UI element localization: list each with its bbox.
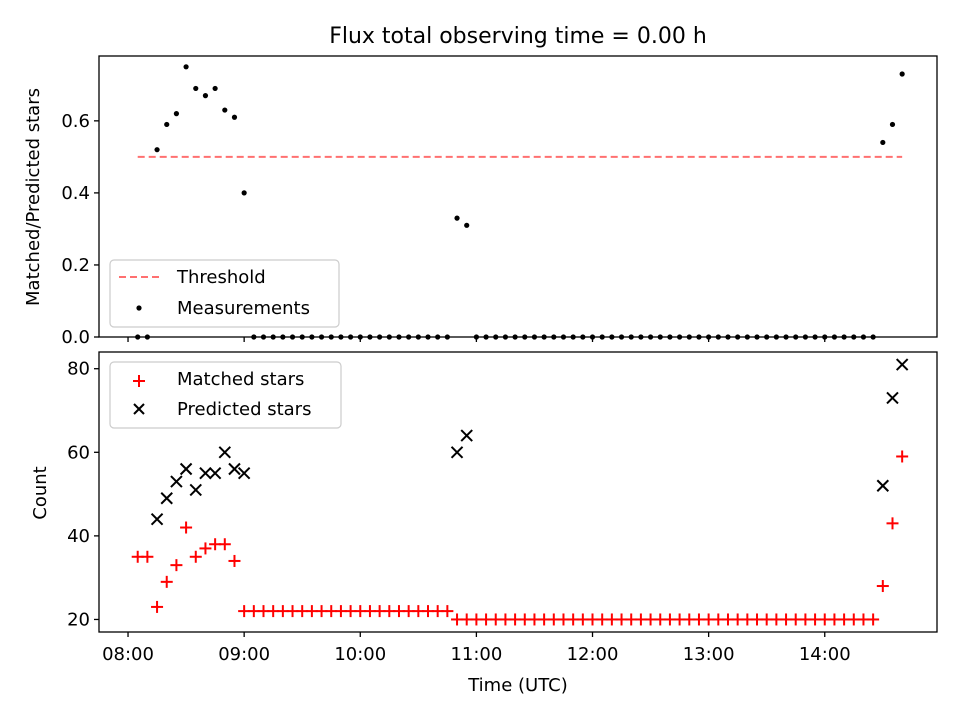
matched-star-point xyxy=(160,575,173,588)
measurement-point xyxy=(202,93,209,99)
predicted-star-point xyxy=(876,479,890,492)
bottom-y-tick-label: 80 xyxy=(67,359,90,380)
top-y-tick-label: 0.2 xyxy=(61,255,90,276)
measurement-point xyxy=(212,85,218,92)
predicted-star-point xyxy=(199,466,212,480)
measurement-point xyxy=(154,147,160,153)
predicted-star-point xyxy=(170,475,183,488)
predicted-star-stroke xyxy=(208,466,222,480)
measurement-point xyxy=(231,114,238,120)
top-y-tick-label: 0.4 xyxy=(61,183,90,204)
bottom-y-tick-label: 40 xyxy=(67,526,90,547)
measurement-point xyxy=(880,139,886,146)
matched-star-point xyxy=(151,600,164,613)
matched-star-point xyxy=(228,554,241,567)
predicted-star-point xyxy=(895,358,909,371)
predicted-star-stroke xyxy=(150,512,164,526)
bottom-y-tick-label: 60 xyxy=(67,442,90,463)
top-y-tick-label: 0.6 xyxy=(61,111,90,132)
predicted-star-stroke xyxy=(199,466,212,480)
predicted-star-stroke xyxy=(450,446,464,459)
predicted-star-point xyxy=(189,483,202,497)
matched-star-point xyxy=(876,580,889,593)
x-tick-label: 12:00 xyxy=(567,644,619,665)
matched-star-point xyxy=(180,521,193,534)
predicted-star-stroke xyxy=(179,462,193,476)
predicted-star-stroke xyxy=(237,466,251,480)
predicted-star-stroke xyxy=(228,462,241,476)
predicted-star-point xyxy=(886,391,899,405)
x-tick-label: 11:00 xyxy=(450,644,502,665)
matched-star-point xyxy=(896,450,909,463)
x-tick-label: 09:00 xyxy=(218,644,270,665)
measurement-point xyxy=(222,107,228,113)
predicted-star-stroke xyxy=(886,391,899,405)
top-y-tick-label: 0.0 xyxy=(61,327,90,348)
matched-star-point xyxy=(867,613,880,626)
bottom-axes-frame xyxy=(98,351,938,633)
x-tick-label: 14:00 xyxy=(799,644,851,665)
x-axis-label: Time (UTC) xyxy=(467,675,568,696)
legend-measurements-label: Measurements xyxy=(177,298,310,319)
measurement-point xyxy=(164,121,170,128)
predicted-star-point xyxy=(208,466,222,480)
predicted-star-stroke xyxy=(218,446,232,459)
top-y-axis-label: Matched/Predicted stars xyxy=(23,88,44,306)
x-tick-label: 13:00 xyxy=(683,644,735,665)
measurement-point xyxy=(889,121,896,128)
legend-matched-label: Matched stars xyxy=(177,369,304,390)
predicted-star-point xyxy=(228,462,241,476)
matched-star-point xyxy=(886,517,899,530)
x-tick-label: 10:00 xyxy=(334,644,386,665)
predicted-star-point xyxy=(450,446,464,459)
predicted-star-point xyxy=(179,462,193,476)
predicted-star-point xyxy=(160,492,173,505)
predicted-star-point xyxy=(237,466,251,480)
bottom-y-axis-label: Count xyxy=(30,466,51,519)
matched-star-point xyxy=(218,538,231,551)
bottom-plot-area: 20 40 60 80 08:00 09:00 10:00 11:00 12:00 13:00 14… xyxy=(67,358,909,665)
top-axes-frame xyxy=(98,55,938,338)
legend-predicted-swatch xyxy=(133,403,145,415)
measurement-point xyxy=(899,71,905,77)
measurement-point xyxy=(464,222,470,228)
legend-threshold-label: Threshold xyxy=(176,267,266,288)
x-tick-label: 08:00 xyxy=(102,644,154,665)
predicted-star-stroke xyxy=(160,492,173,505)
measurement-point xyxy=(241,190,247,196)
bottom-legend: Matched stars Predicted stars xyxy=(109,361,342,429)
predicted-star-stroke xyxy=(895,358,909,371)
predicted-star-stroke xyxy=(460,429,473,442)
legend-predicted-label: Predicted stars xyxy=(177,399,311,420)
predicted-star-point xyxy=(150,512,164,526)
predicted-star-point xyxy=(218,446,232,459)
measurement-point xyxy=(454,215,460,221)
matched-star-point xyxy=(141,550,154,563)
measurement-point xyxy=(183,64,189,70)
top-legend: Threshold Measurements xyxy=(109,259,340,328)
legend-measurements-swatch xyxy=(136,305,142,311)
predicted-star-stroke xyxy=(170,475,183,488)
measurement-point xyxy=(193,85,199,92)
chart-title: Flux total observing time = 0.00 h xyxy=(329,24,707,49)
measurement-point xyxy=(173,111,180,117)
predicted-star-stroke xyxy=(876,479,890,492)
bottom-y-tick-label: 20 xyxy=(67,609,90,630)
matched-star-point xyxy=(189,550,202,563)
matched-star-point xyxy=(170,559,183,572)
matched-star-point xyxy=(199,542,212,555)
legend-matched-swatch xyxy=(133,375,145,387)
predicted-star-stroke xyxy=(189,483,202,497)
predicted-star-point xyxy=(460,429,473,442)
matched-star-point xyxy=(441,605,454,618)
